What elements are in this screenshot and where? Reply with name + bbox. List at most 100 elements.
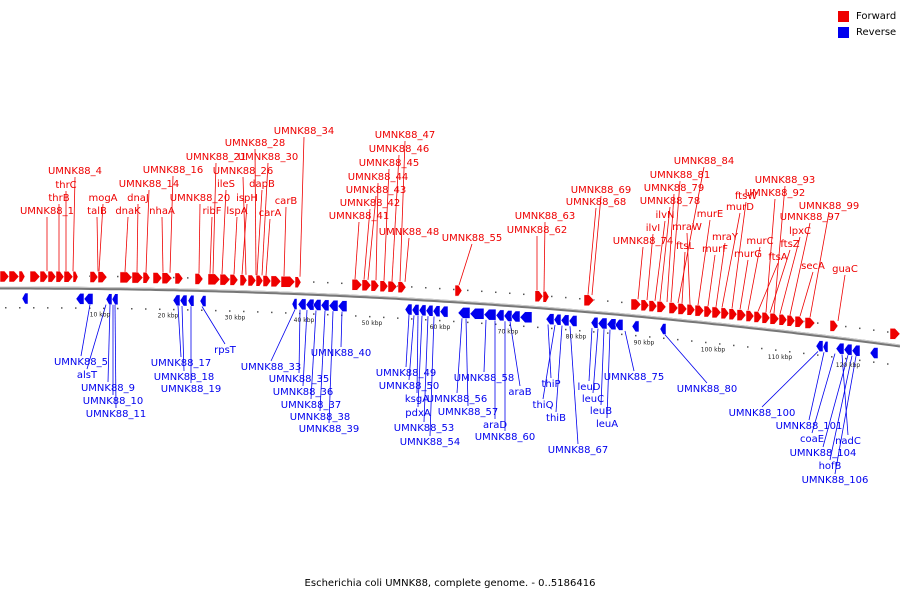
reverse-gene [297,298,307,311]
reverse-gene [105,293,113,305]
forward-leader-line [677,166,705,304]
forward-leader-line [715,242,726,307]
reverse-gene-label: UMNK88_9 [81,383,135,394]
reverse-leader-line [417,315,423,408]
forward-leader-line [789,222,811,316]
reverse-leader-line [624,330,635,372]
forward-gene-label: murC [746,236,773,247]
forward-gene [640,299,650,312]
forward-leader-line [686,232,691,305]
forward-gene-label: UMNK88_44 [348,172,408,183]
reverse-gene [312,299,322,311]
minor-tick [467,321,469,324]
forward-gene [703,305,713,318]
reverse-gene [320,299,330,312]
forward-gene-label: UMNK88_62 [507,225,567,236]
forward-gene-label: dnaK [115,206,141,217]
genome-caption: Escherichia coli UMNK88, complete genome… [304,578,596,589]
reverse-gene-label: UMNK88_39 [299,424,359,435]
minor-tick [327,313,329,316]
reverse-leader-line [829,355,853,461]
forward-gene [397,281,407,293]
forward-leader-line [261,162,269,276]
forward-gene [769,313,780,325]
minor-tick [257,311,259,313]
forward-gene [63,271,74,283]
scale-label: 60 kbp [430,324,451,331]
minor-tick [537,326,539,329]
forward-gene-label: UMNK88_21 [186,152,246,163]
minor-tick [845,325,847,328]
forward-leader-line [169,175,174,273]
reverse-gene-label: araB [508,387,531,398]
reverse-leader-line [201,306,226,345]
minor-tick [635,334,637,337]
forward-gene-label: UMNK88_28 [225,138,285,149]
scale-label: 80 kbp [566,334,587,341]
forward-leader-line [265,218,271,276]
forward-leader-line [543,221,546,292]
minor-tick [117,275,119,278]
reverse-gene [187,294,195,307]
reverse-leader-line [429,316,435,437]
forward-gene-label: UMNK88_14 [119,179,179,190]
reverse-gene [597,317,608,330]
forward-gene-label: UMNK88_20 [170,193,230,204]
minor-tick [551,295,553,298]
minor-tick [761,347,763,350]
reverse-gene-label: UMNK88_10 [83,396,143,407]
reverse-gene-label: UMNK88_60 [475,432,535,443]
forward-gene-label: murF [702,244,728,255]
minor-tick [607,332,609,334]
reverse-leader-line [416,315,419,394]
minor-tick [523,293,525,296]
forward-gene [668,302,679,314]
minor-tick [677,338,679,341]
legend-forward-label: Forward [856,10,897,22]
scale-label: 90 kbp [634,340,655,347]
minor-tick [19,307,21,309]
forward-gene [786,314,796,327]
reverse-gene-label: UMNK88_50 [379,381,439,392]
minor-tick [649,336,651,338]
reverse-gene-label: UMNK88_75 [604,372,664,383]
forward-leader-line [367,195,377,280]
minor-tick [285,312,287,314]
reverse-gene [545,313,555,325]
reverse-gene-label: araD [483,420,507,431]
reverse-gene [172,294,181,307]
reverse-gene [439,305,449,318]
forward-leader-line [591,195,602,296]
reverse-leader-line [270,309,296,362]
forward-gene [379,280,389,292]
forward-gene-label: UMNK88_74 [613,236,673,247]
forward-gene-label: dnaJ [127,193,149,204]
minor-tick [341,282,343,285]
forward-gene-label: lpxC [789,226,811,237]
reverse-gene [851,344,861,357]
forward-gene [745,310,755,322]
forward-gene-label: ftsW [735,191,757,202]
forward-gene-label: mogA [88,193,117,204]
forward-leader-line [721,212,741,308]
minor-tick [551,327,553,330]
forward-leader-line [198,203,201,274]
forward-gene [18,270,26,283]
forward-gene [736,309,747,321]
minor-tick [355,315,357,317]
minor-tick [439,319,441,322]
minor-tick [103,307,105,310]
forward-gene [194,273,204,285]
forward-leader-line [769,249,791,313]
forward-gene [542,291,550,303]
forward-gene-label: ispH [236,193,258,204]
legend-forward-swatch [838,10,849,22]
forward-gene [72,271,79,283]
reverse-leader-line [592,328,599,394]
leader-lines [46,136,857,475]
reverse-gene-label: UMNK88_18 [154,372,214,383]
scale-label: 10 kbp [90,312,111,319]
scale-label: 50 kbp [362,320,383,327]
minor-tick [705,341,707,344]
genome-backbone [0,286,900,348]
